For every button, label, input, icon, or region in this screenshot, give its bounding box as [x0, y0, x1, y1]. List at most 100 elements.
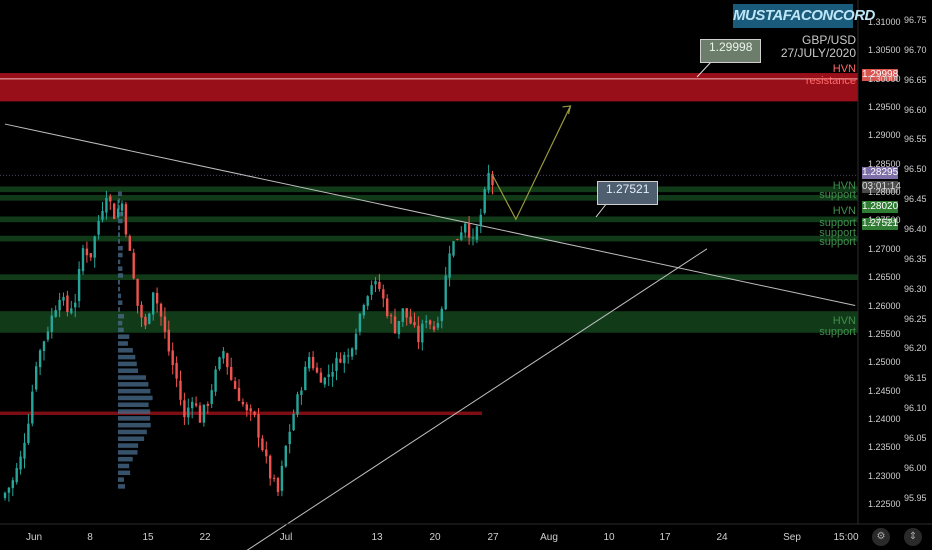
- candle-down: [195, 403, 197, 405]
- candle-down: [433, 326, 435, 329]
- time-tick: 15:00: [833, 532, 858, 543]
- candle-down: [86, 249, 88, 256]
- volume-bar: [118, 328, 124, 333]
- resistance-callout[interactable]: 1.29998: [700, 39, 761, 63]
- volume-bar: [118, 402, 149, 407]
- candle-up: [421, 324, 423, 343]
- volume-bar: [118, 348, 133, 353]
- volume-bar: [118, 443, 138, 448]
- candle-up: [218, 357, 220, 369]
- time-tick: 27: [487, 532, 498, 543]
- candle-up: [55, 310, 57, 317]
- candle-up: [19, 456, 21, 469]
- candle-down: [417, 326, 419, 342]
- time-tick: 15: [142, 532, 153, 543]
- candle-down: [113, 204, 115, 219]
- candle-down: [183, 400, 185, 417]
- time-tick: Aug: [540, 532, 558, 543]
- volume-bar: [118, 450, 137, 455]
- candle-down: [273, 478, 275, 479]
- price-tick: 1.26000: [868, 301, 901, 311]
- secondary-tick: 96.10: [904, 403, 927, 413]
- volume-bar: [118, 416, 150, 421]
- time-tick: Jun: [26, 532, 42, 543]
- price-tick: 1.27000: [868, 244, 901, 254]
- volume-bar: [118, 457, 133, 462]
- volume-bar: [118, 280, 120, 285]
- volume-bar: [118, 334, 129, 339]
- candle-up: [94, 236, 96, 257]
- price-tick: 1.30500: [868, 45, 901, 55]
- level-zone: [0, 186, 858, 192]
- candle-up: [203, 405, 205, 423]
- candle-down: [269, 456, 271, 479]
- trendline-ascending: [231, 249, 707, 550]
- candle-up: [39, 350, 41, 367]
- secondary-tick: 96.05: [904, 433, 927, 443]
- level-zone: [0, 195, 858, 201]
- candle-down: [140, 305, 142, 318]
- candle-down: [109, 196, 111, 201]
- price-tick: 1.23500: [868, 442, 901, 452]
- candle-down: [250, 408, 252, 411]
- scale-icon[interactable]: ⇕: [904, 528, 922, 546]
- brand-logo: MUSTAFACONCORD: [733, 4, 853, 28]
- support-callout[interactable]: 1.27521: [597, 181, 658, 205]
- zone-label-support: support: [819, 190, 856, 201]
- time-tick: 10: [603, 532, 614, 543]
- candle-up: [62, 297, 64, 301]
- secondary-tick: 96.35: [904, 254, 927, 264]
- candle-down: [320, 373, 322, 383]
- candle-up: [211, 390, 213, 404]
- candle-down: [378, 282, 380, 289]
- candle-up: [58, 300, 60, 311]
- candle-down: [179, 381, 181, 400]
- candle-down: [382, 289, 384, 298]
- candle-up: [152, 292, 154, 314]
- level-zone: [0, 217, 858, 223]
- secondary-tick: 96.20: [904, 343, 927, 353]
- settings-icon[interactable]: ⚙: [872, 528, 890, 546]
- candle-up: [402, 308, 404, 321]
- candle-down: [386, 298, 388, 316]
- time-tick: 8: [87, 532, 93, 543]
- price-tick: 1.26500: [868, 272, 901, 282]
- secondary-tick: 96.25: [904, 314, 927, 324]
- candle-down: [66, 295, 68, 311]
- time-tick: 13: [371, 532, 382, 543]
- candle-down: [160, 304, 162, 317]
- secondary-tick: 96.50: [904, 164, 927, 174]
- candle-down: [277, 478, 279, 492]
- price-tick: 1.25000: [868, 357, 901, 367]
- candle-up: [445, 276, 447, 310]
- candle-down: [234, 381, 236, 389]
- volume-bar: [118, 437, 144, 442]
- candle-down: [125, 204, 127, 234]
- time-tick: Sep: [783, 532, 801, 543]
- chart-title: GBP/USD 27/JULY/2020: [781, 34, 856, 60]
- zone-label-support: support: [819, 327, 856, 338]
- volume-bar: [118, 219, 123, 224]
- zone-label-resistance: resistance: [806, 76, 856, 87]
- candle-down: [156, 293, 158, 303]
- secondary-tick: 96.75: [904, 15, 927, 25]
- candle-down: [230, 367, 232, 380]
- candle-up: [367, 296, 369, 306]
- volume-bar: [118, 477, 124, 482]
- candle-down: [164, 317, 166, 332]
- candle-up: [374, 281, 376, 285]
- volume-bar: [118, 341, 128, 346]
- candle-down: [238, 388, 240, 401]
- price-tick: 1.24000: [868, 414, 901, 424]
- price-tick: 1.24500: [868, 386, 901, 396]
- volume-bar: [118, 246, 123, 251]
- candle-up: [74, 303, 76, 308]
- candle-up: [70, 308, 72, 313]
- candle-up: [121, 204, 123, 211]
- candle-down: [175, 363, 177, 379]
- volume-bar: [118, 362, 137, 367]
- volume-bar: [118, 307, 120, 312]
- candle-up: [398, 321, 400, 334]
